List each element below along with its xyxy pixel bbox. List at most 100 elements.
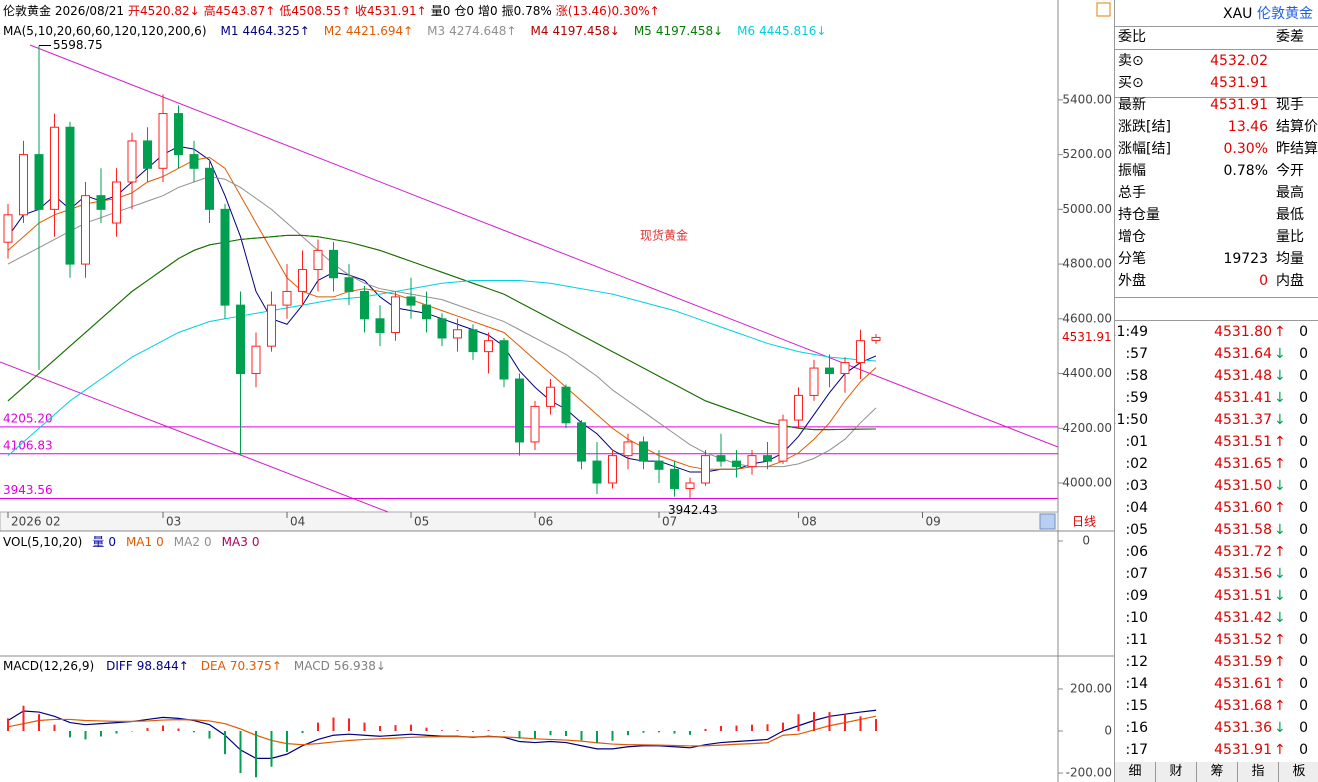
separator (1115, 97, 1318, 98)
legend-name: DIFF (106, 659, 133, 673)
date-axis-bar (0, 511, 1059, 532)
candle-body (391, 296, 400, 333)
ma-line (7, 175, 877, 468)
legend-trend: ↓ (376, 659, 386, 673)
row-label: 振幅 (1118, 163, 1146, 179)
candle-body (34, 154, 44, 210)
corner-button[interactable] (1096, 2, 1111, 17)
tick-time: :03 (1125, 478, 1148, 494)
tick-volume: 0 (1299, 544, 1308, 560)
row-right-label: 现手 (1276, 97, 1304, 113)
candle-body (189, 154, 199, 169)
candle-body (19, 154, 28, 216)
header-segment: 仓0 (454, 4, 474, 18)
tick-time: :14 (1125, 676, 1148, 692)
tab[interactable]: 财 (1156, 762, 1197, 782)
row-label: 卖⊙ (1118, 53, 1144, 69)
tick-time: :57 (1125, 346, 1148, 362)
candle-body (422, 304, 431, 320)
tick-arrow: ↓ (1274, 610, 1286, 626)
tick-arrow: ↓ (1274, 412, 1286, 428)
legend-name: M3 (427, 24, 445, 38)
annotation: 3942.43 (668, 503, 718, 517)
tick-volume: 0 (1299, 720, 1308, 736)
legend-name: M5 (634, 24, 652, 38)
candle-body (127, 140, 137, 183)
candle-body (344, 277, 354, 292)
tick-price: 4531.68 (1214, 698, 1272, 714)
legend-value: 0 (204, 535, 212, 549)
legend-trend: ↑ (403, 24, 413, 38)
candle-body (50, 126, 59, 210)
candle-body (856, 340, 865, 364)
candle-body (747, 455, 757, 468)
candle-body (375, 318, 385, 333)
legend-name: M6 (737, 24, 755, 38)
tick-time: :10 (1125, 610, 1148, 626)
candle-body (65, 126, 75, 265)
tick-price: 4531.58 (1214, 522, 1272, 538)
y-tick-label: 0 (1082, 534, 1090, 548)
y-tick-label: 5000.00 (1062, 202, 1112, 216)
candle-body (406, 296, 416, 306)
tick-price: 4531.72 (1214, 544, 1272, 560)
tick-price: 4531.60 (1214, 500, 1272, 516)
tick-volume: 0 (1299, 654, 1308, 670)
tab[interactable]: 细 (1115, 762, 1156, 782)
candle-body (298, 269, 307, 292)
tab[interactable]: 筹 (1197, 762, 1238, 782)
candle-body (112, 181, 121, 224)
legend-trend: ↑ (300, 24, 310, 38)
candle-body (96, 195, 106, 210)
separator (1115, 26, 1318, 27)
candle-body (794, 394, 803, 421)
trend-line (29, 44, 1059, 448)
x-tick-label: 06 (538, 515, 553, 529)
header-segment: 伦敦黄金 2026/08/21 (3, 3, 124, 18)
header: 伦敦黄金 2026/08/21 开4520.82↓ 高4543.87↑ 低4508.5… (3, 3, 660, 18)
row-label: 外盘 (1118, 273, 1146, 289)
tick-price: 4531.59 (1214, 654, 1272, 670)
tick-volume: 0 (1299, 346, 1308, 362)
tick-arrow: ↓ (1274, 720, 1286, 736)
tick-price: 4531.42 (1214, 610, 1272, 626)
legend-name: M2 (324, 24, 342, 38)
tick-volume: 0 (1299, 412, 1308, 428)
candle-body (267, 304, 276, 347)
candle-body (313, 249, 323, 271)
x-tick-label: 09 (926, 515, 941, 529)
tick-time: :07 (1125, 566, 1148, 582)
row-label: 买⊙ (1118, 75, 1144, 91)
candle-body (623, 441, 633, 457)
legend-name: M1 (221, 24, 239, 38)
y-tick-label: 0 (1104, 724, 1112, 738)
tick-volume: 0 (1299, 632, 1308, 648)
candle-body (174, 113, 183, 156)
tick-volume: 0 (1299, 742, 1308, 758)
x-tick-label: 03 (166, 515, 181, 529)
row-label: 委比 (1118, 29, 1146, 45)
tab[interactable]: 指 (1238, 762, 1279, 782)
y-tick-label: 5200.00 (1062, 147, 1112, 161)
ma-line (7, 156, 877, 470)
tick-arrow: ↑ (1274, 456, 1286, 472)
row-right-label: 最高 (1276, 185, 1304, 201)
legend-name: MA2 (174, 535, 200, 549)
legend-value: 0 (252, 535, 260, 549)
tick-arrow: ↑ (1274, 632, 1286, 648)
tick-volume: 0 (1299, 478, 1308, 494)
macd-legend: MACD(12,26,9) DIFF 98.844↑ DEA 70.375↑ MACD 56… (3, 659, 386, 673)
tab[interactable]: 板 (1279, 762, 1318, 782)
row-right-label: 昨结算 (1276, 141, 1318, 157)
y-tick-label: 4800.00 (1062, 257, 1112, 271)
tick-arrow: ↑ (1274, 500, 1286, 516)
legend-value: 4197.458 (656, 24, 713, 38)
row-value: 13.46 (1227, 119, 1268, 135)
candle-body (453, 329, 462, 339)
tick-time: 11:49 (1115, 324, 1148, 340)
legend-name: MACD (294, 659, 330, 673)
y-tick-label: 4000.00 (1062, 475, 1112, 489)
candle-body (220, 208, 230, 306)
candle-body (685, 482, 695, 489)
scroll-button[interactable] (1039, 513, 1056, 530)
